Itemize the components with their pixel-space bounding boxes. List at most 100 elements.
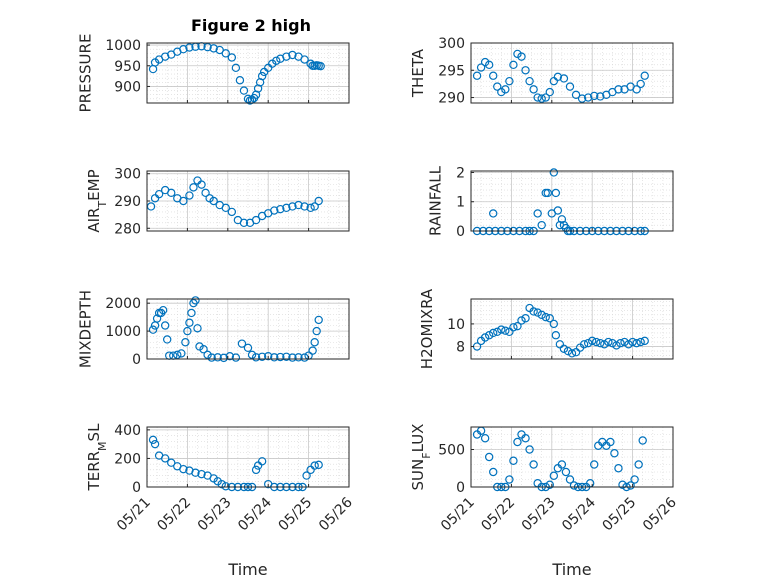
x-tick-label: 05/21 xyxy=(114,495,154,535)
data-point xyxy=(614,464,623,473)
data-point xyxy=(577,94,587,103)
data-point xyxy=(300,55,309,64)
data-point xyxy=(179,464,188,474)
data-point xyxy=(513,437,522,447)
data-point xyxy=(561,467,571,477)
data-point xyxy=(472,71,482,80)
data-point xyxy=(310,461,319,470)
data-point xyxy=(549,471,559,480)
axes-box xyxy=(470,170,674,232)
axes-box xyxy=(470,42,674,104)
y-axis-label: AIRTEMP xyxy=(85,169,109,232)
data-point xyxy=(239,218,249,228)
data-point xyxy=(565,82,575,91)
data-point xyxy=(294,200,303,210)
data-point xyxy=(480,333,490,342)
data-point xyxy=(150,439,160,449)
data-point xyxy=(588,336,597,346)
subplot-4: 0 1 2 RAINFALL xyxy=(426,165,674,240)
data-point xyxy=(185,318,194,327)
data-point xyxy=(521,314,530,323)
data-point xyxy=(221,482,230,491)
data-point xyxy=(314,460,323,470)
data-point xyxy=(217,479,226,489)
data-point xyxy=(177,349,186,358)
figure-title: Figure 2 high xyxy=(191,16,311,35)
data-point xyxy=(489,71,498,80)
data-point xyxy=(525,76,534,86)
x-tick-label: 05/25 xyxy=(276,495,316,535)
axes-box xyxy=(470,426,674,488)
data-point xyxy=(553,72,563,82)
x-axis-label: Time xyxy=(227,560,267,579)
data-point xyxy=(227,207,237,217)
data-point xyxy=(225,352,235,361)
data-point xyxy=(221,49,230,58)
data-point xyxy=(199,345,208,354)
data-point xyxy=(257,457,267,466)
y-tick-label: 0 xyxy=(456,224,465,240)
data-point xyxy=(533,93,542,102)
axes-box xyxy=(146,42,350,104)
data-point xyxy=(497,325,506,334)
data-point xyxy=(590,460,599,469)
data-point xyxy=(628,337,637,347)
data-point xyxy=(302,471,311,480)
data-point xyxy=(517,316,526,325)
data-point xyxy=(624,340,633,349)
y-axis-label: MIXDEPTH xyxy=(77,290,95,368)
x-tick-label: 05/26 xyxy=(316,494,356,534)
y-tick-label: 300 xyxy=(438,36,465,52)
data-point xyxy=(606,437,615,447)
data-point xyxy=(243,94,253,104)
data-point xyxy=(634,460,643,469)
data-point xyxy=(590,91,599,101)
data-point xyxy=(310,338,319,347)
data-point xyxy=(272,56,281,65)
data-point xyxy=(257,71,267,81)
data-point xyxy=(167,188,176,198)
data-point xyxy=(209,196,218,206)
y-tick-label: 950 xyxy=(114,59,141,75)
x-tick-label: 05/22 xyxy=(154,495,194,535)
data-point xyxy=(251,215,261,225)
subplot-2: 290 295 300 THETA xyxy=(409,36,674,107)
data-point xyxy=(221,203,230,213)
data-point xyxy=(545,314,554,323)
data-point xyxy=(193,324,202,333)
y-tick-label: 290 xyxy=(438,91,465,107)
data-point xyxy=(276,204,285,214)
data-point xyxy=(243,343,253,353)
data-point xyxy=(148,435,158,445)
data-point xyxy=(549,168,559,177)
data-point xyxy=(183,326,192,336)
subplot-3: 280 290 300 AIRTEMP xyxy=(85,167,350,237)
data-point xyxy=(638,436,647,445)
data-point xyxy=(626,481,635,490)
data-point xyxy=(282,352,291,361)
data-point xyxy=(288,202,297,211)
data-point xyxy=(557,460,567,469)
data-point xyxy=(480,434,490,443)
data-point xyxy=(288,50,297,60)
data-point xyxy=(152,314,162,323)
data-point xyxy=(189,183,198,192)
data-point xyxy=(185,191,194,200)
data-point xyxy=(294,353,303,362)
data-point xyxy=(505,475,514,484)
subplot-8: 0 500 05/21 05/22 05/23 05/24 05/25 05/26 Time SU… xyxy=(409,424,680,579)
y-tick-label: 1000 xyxy=(105,38,141,54)
data-point xyxy=(276,352,285,362)
y-tick-label: 0 xyxy=(456,480,465,496)
data-point xyxy=(537,220,546,230)
data-point xyxy=(207,353,216,362)
data-point xyxy=(533,308,542,317)
data-point xyxy=(237,339,247,348)
data-point xyxy=(517,52,526,61)
data-point xyxy=(632,85,641,94)
data-point xyxy=(600,340,609,349)
data-point xyxy=(306,59,315,68)
y-axis-label: TERRMSL xyxy=(85,423,109,492)
data-point xyxy=(533,209,542,218)
data-point xyxy=(604,337,613,347)
